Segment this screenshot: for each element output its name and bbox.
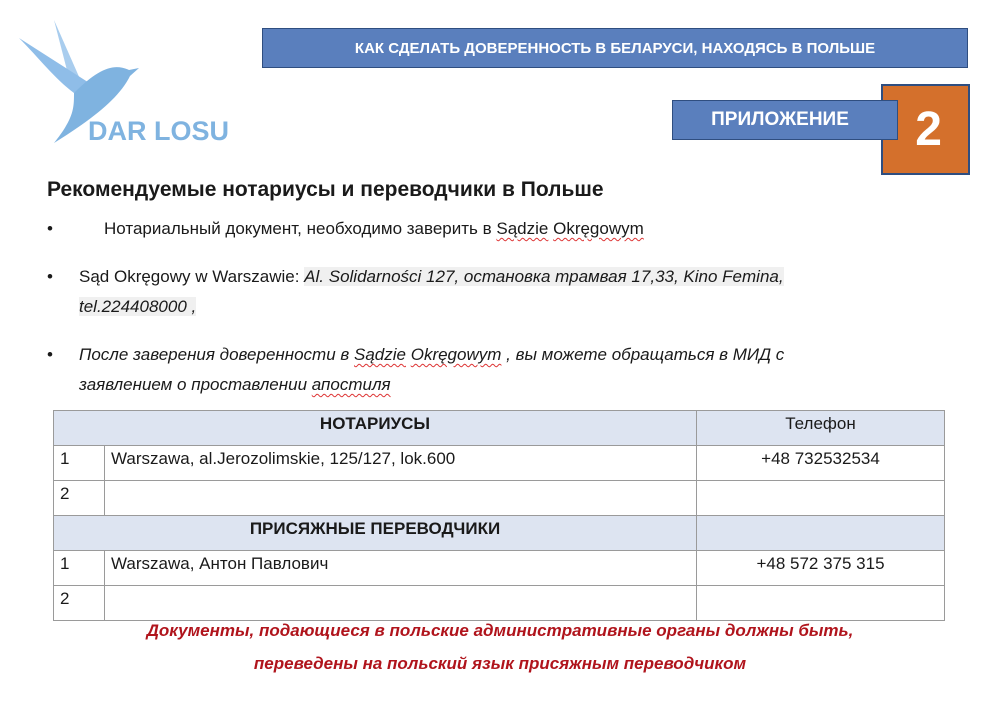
address-cell: Warszawa, al.Jerozolimskie, 125/127, lok…	[104, 445, 697, 481]
table-row: 1 Warszawa, al.Jerozolimskie, 125/127, lo…	[53, 445, 945, 481]
address-cell	[104, 480, 697, 516]
notaries-header: НОТАРИУСЫ	[53, 410, 697, 446]
row-number: 2	[53, 480, 105, 516]
dove-logo-icon	[19, 20, 139, 143]
row-number: 2	[53, 585, 105, 621]
address-cell: Warszawa, Антон Павлович	[104, 550, 697, 586]
empty-cell	[696, 515, 945, 551]
phone-cell	[696, 585, 945, 621]
logo-text: DAR LOSU	[88, 116, 229, 146]
phone-cell	[696, 480, 945, 516]
appendix-label: ПРИЛОЖЕНИЕ	[672, 100, 898, 140]
row-number: 1	[53, 550, 105, 586]
phone-header: Телефон	[696, 410, 945, 446]
table-header-row: НОТАРИУСЫ Телефон	[53, 410, 945, 446]
document-title-banner: КАК СДЕЛАТЬ ДОВЕРЕННОСТЬ В БЕЛАРУСИ, НАХ…	[262, 28, 968, 68]
table-row: 2	[53, 585, 945, 621]
table-header-row: ПРИСЯЖНЫЕ ПЕРЕВОДЧИКИ	[53, 515, 945, 551]
section-heading: Рекомендуемые нотариусы и переводчики в …	[47, 178, 604, 201]
table-row: 1 Warszawa, Антон Павлович +48 572 375 315	[53, 550, 945, 586]
address-cell	[104, 585, 697, 621]
translators-header: ПРИСЯЖНЫЕ ПЕРЕВОДЧИКИ	[53, 515, 697, 551]
contacts-table: НОТАРИУСЫ Телефон 1 Warszawa, al.Jerozolim…	[53, 410, 945, 621]
table-row: 2	[53, 480, 945, 516]
translation-note: Документы, подающиеся в польские админис…	[146, 621, 854, 673]
phone-cell: +48 732532534	[696, 445, 945, 481]
row-number: 1	[53, 445, 105, 481]
phone-cell: +48 572 375 315	[696, 550, 945, 586]
